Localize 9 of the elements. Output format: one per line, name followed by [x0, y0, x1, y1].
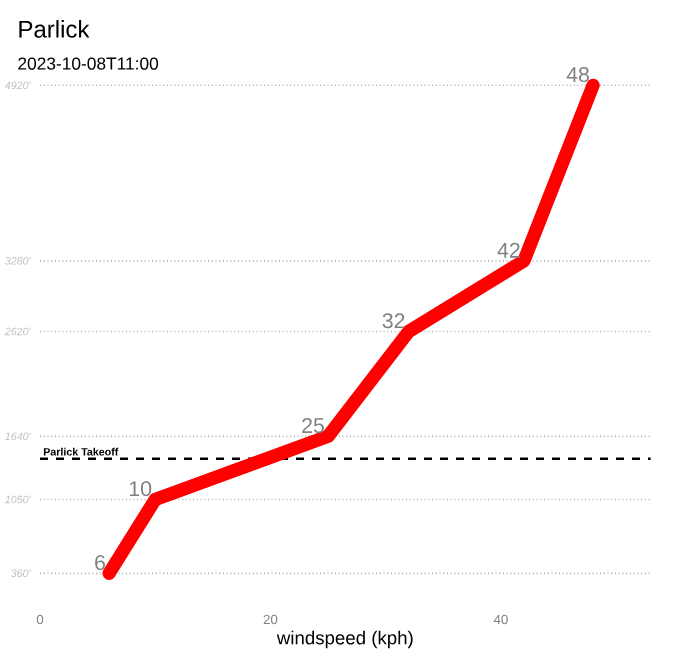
annotation: 25 [302, 418, 324, 434]
annotation: 48 [566, 67, 589, 83]
annotation: 42 [497, 242, 520, 258]
annotation: 10 [129, 481, 152, 497]
chart-title: Parlick [19, 20, 90, 38]
annotation: 6 [95, 555, 105, 571]
annotation: 32 [382, 313, 405, 329]
x-axis-title: windspeed (kph) [276, 630, 413, 649]
chart-subtitle: 2023-10-08T11:00 [18, 57, 159, 70]
